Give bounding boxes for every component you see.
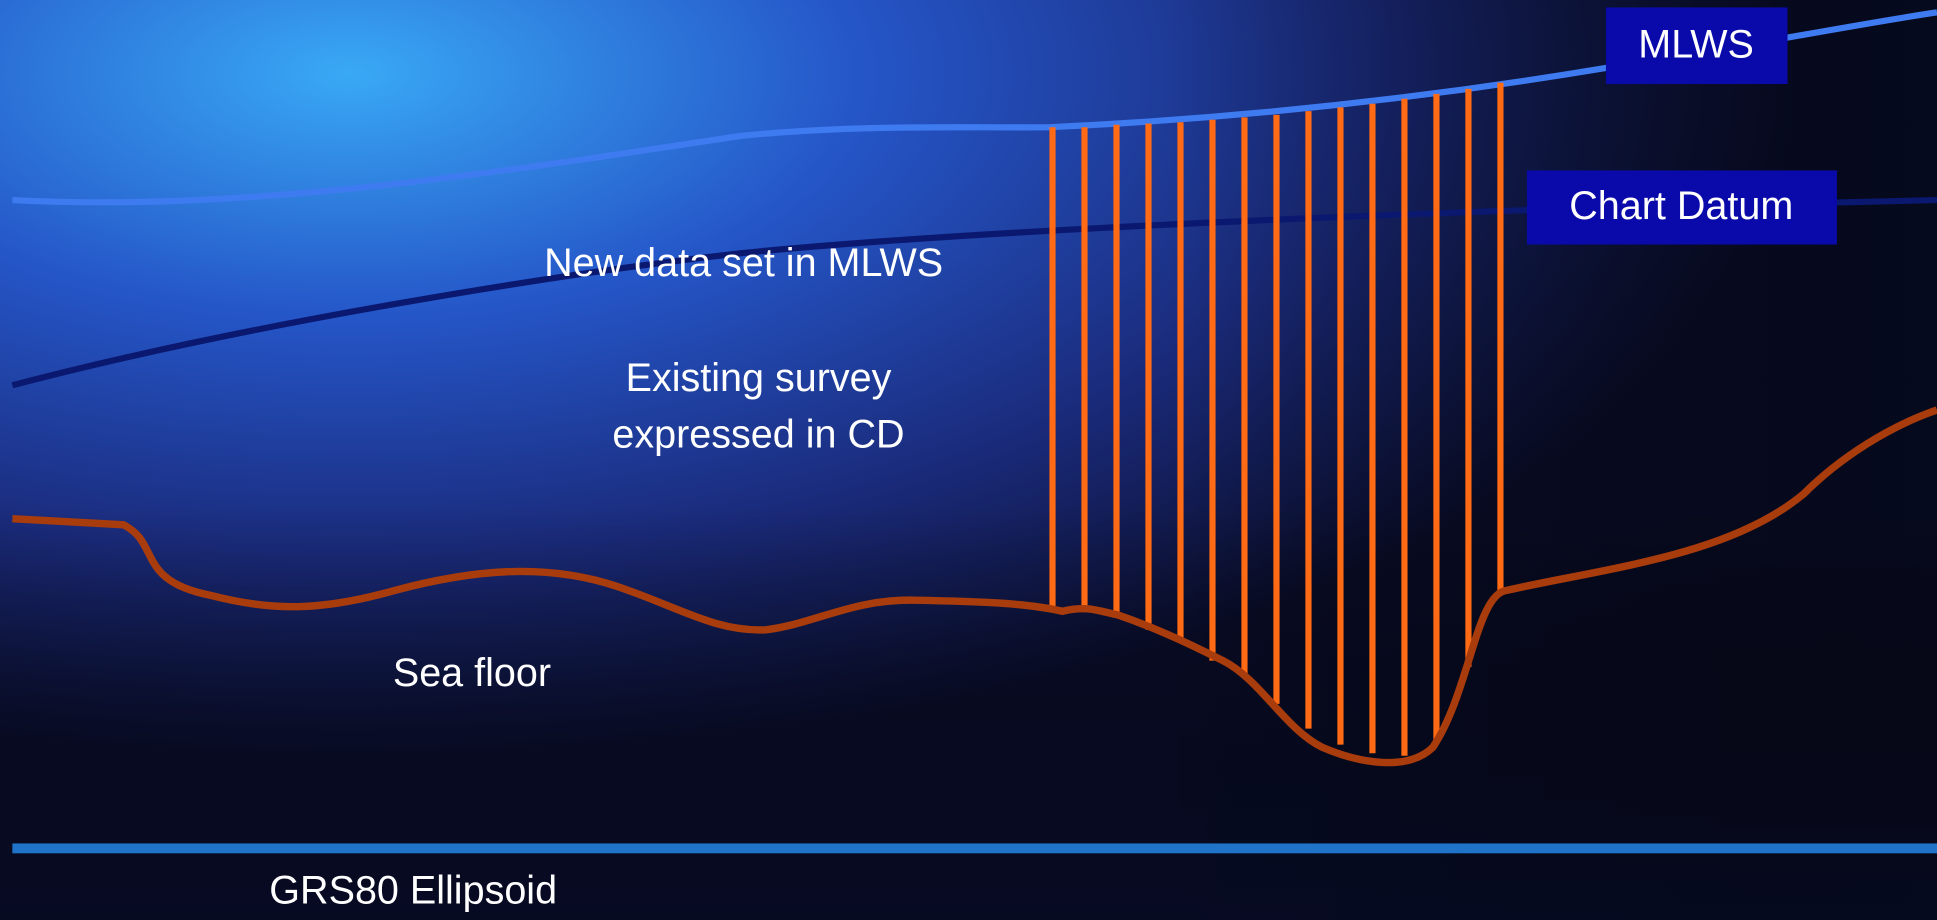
annotation: expressed in CD xyxy=(612,413,904,457)
annotation: Sea floor xyxy=(393,651,551,695)
diagram: MLWS Chart Datum New data set in MLWS Ex… xyxy=(0,0,1937,920)
page: {"labels": {"mlws": "MLWS", "chart_datum… xyxy=(0,0,1937,920)
annotation: New data set in MLWS xyxy=(544,241,943,285)
ellipsoid-line xyxy=(12,843,1937,853)
annotation: Existing survey xyxy=(626,356,892,400)
chart-datum-label: Chart Datum xyxy=(1569,184,1793,228)
annotation: GRS80 Ellipsoid xyxy=(269,868,557,912)
mlws-label: MLWS xyxy=(1638,22,1754,66)
background-shade xyxy=(0,0,1937,920)
